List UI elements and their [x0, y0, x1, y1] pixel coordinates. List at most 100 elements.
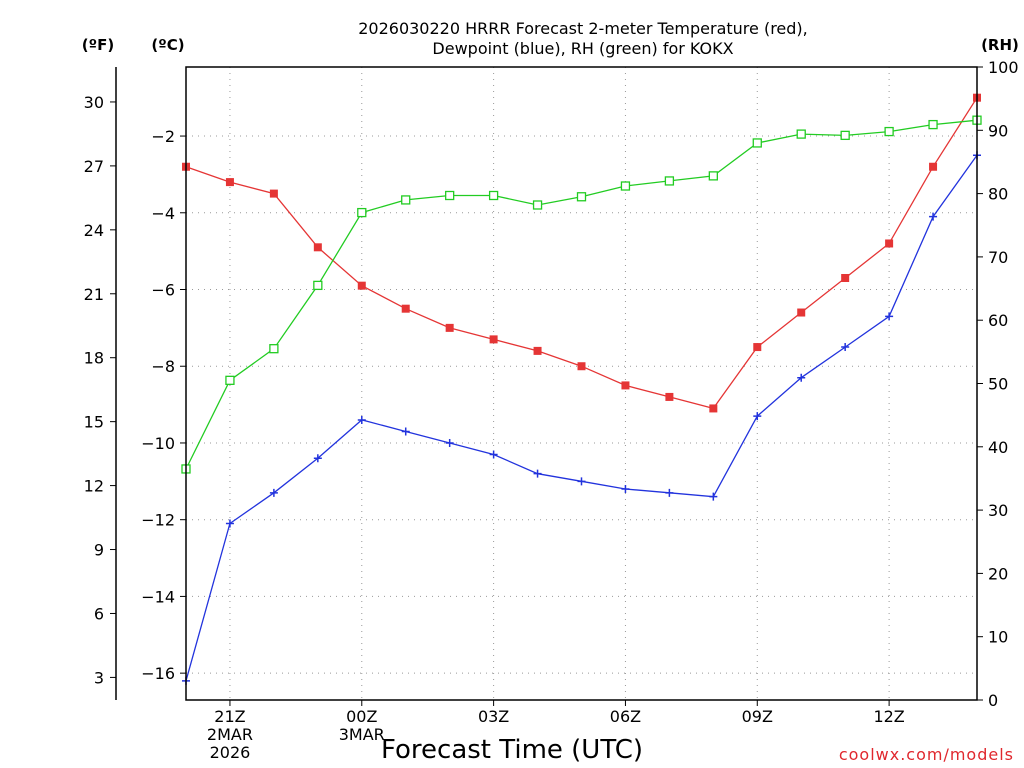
rh-tick-label: 50 [988, 375, 1008, 394]
x-tick-label: 06Z [610, 707, 641, 726]
celsius-tick-label: −16 [141, 664, 175, 683]
temperature-point [357, 281, 366, 290]
rh-point [488, 190, 499, 201]
dewpoint-point [489, 450, 498, 459]
celsius-tick-label: −10 [141, 434, 175, 453]
series-dewpoint [182, 151, 981, 685]
x-tick-label: 03Z [478, 707, 509, 726]
fahrenheit-tick-label: 21 [84, 285, 104, 304]
celsius-tick-label: −8 [151, 357, 175, 376]
temperature-point [489, 335, 498, 344]
temperature-line [185, 97, 978, 410]
rh-point [401, 195, 411, 205]
rh-tick-label: 0 [988, 691, 998, 710]
series-temperature [182, 93, 981, 413]
fahrenheit-tick-label: 6 [94, 604, 104, 623]
rh-tick-label: 60 [988, 311, 1008, 330]
x-tick-year-label: 2026 [210, 743, 251, 762]
celsius-tick-label: −4 [151, 204, 175, 223]
x-tick-label: 12Z [873, 707, 904, 726]
rh-tick-label: 90 [988, 121, 1008, 140]
dewpoint-point [577, 477, 586, 486]
chart-title-line-2: Dewpoint (blue), RH (green) for KOKX [432, 39, 733, 58]
rh-point [532, 200, 543, 210]
x-axis-title: Forecast Time (UTC) [381, 735, 643, 765]
fahrenheit-axis: 30 27 24 21 18 15 12 9 6 3 [84, 67, 117, 700]
x-tick-label: 00Z [346, 707, 377, 726]
temperature-point [225, 178, 234, 187]
x-tick-date-label: 3MAR [339, 725, 385, 744]
rh-point [796, 129, 806, 139]
rh-point [357, 207, 367, 218]
fahrenheit-tick-label: 30 [84, 93, 104, 112]
rh-tick-label: 40 [988, 438, 1008, 457]
fahrenheit-tick-label: 27 [84, 157, 104, 176]
grid-lines [186, 67, 977, 700]
celsius-tick-label: −2 [151, 127, 175, 146]
celsius-axis-unit: (ºC) [151, 36, 184, 54]
dewpoint-point [621, 485, 630, 493]
rh-tick-label: 10 [988, 628, 1008, 647]
fahrenheit-tick-label: 24 [84, 221, 104, 240]
rh-tick-label: 70 [988, 248, 1008, 267]
fahrenheit-tick-label: 15 [84, 413, 104, 432]
dewpoint-point [357, 415, 366, 424]
dewpoint-point [533, 469, 542, 478]
dewpoint-point [269, 488, 278, 497]
rh-point [269, 344, 279, 354]
dewpoint-point [929, 212, 938, 221]
rh-point [752, 138, 762, 148]
rh-point [313, 280, 323, 291]
rh-tick-label: 100 [988, 58, 1019, 77]
rh-point [225, 375, 235, 385]
temperature-point [709, 404, 718, 413]
temperature-point [401, 304, 410, 313]
celsius-tick-label: −14 [141, 587, 175, 606]
dewpoint-point [709, 492, 718, 501]
temperature-point [885, 239, 894, 248]
temperature-point [665, 392, 674, 401]
temperature-point [269, 189, 278, 198]
celsius-tick-label: −6 [151, 281, 175, 300]
fahrenheit-tick-label: 9 [94, 541, 104, 560]
dewpoint-point [445, 438, 454, 447]
temperature-point [929, 162, 938, 171]
chart-title-line-1: 2026030220 HRRR Forecast 2-meter Tempera… [358, 19, 808, 38]
fahrenheit-tick-label: 18 [84, 349, 104, 368]
rh-line [185, 119, 978, 470]
dewpoint-point [885, 312, 894, 321]
rh-axis-unit: (RH) [981, 36, 1019, 54]
dewpoint-point [753, 412, 762, 421]
dewpoint-point [841, 343, 850, 352]
dewpoint-point [401, 427, 410, 436]
x-tick-label: 21Z [214, 707, 245, 726]
celsius-axis: −2 −4 −6 −8 −10 −12 −14 −16 [141, 127, 186, 683]
plot-frame [185, 66, 978, 701]
x-tick-label: 09Z [742, 707, 773, 726]
x-tick-date-label: 2MAR [207, 725, 253, 744]
rh-tick-label: 80 [988, 185, 1008, 204]
dewpoint-line [185, 154, 978, 681]
fahrenheit-tick-label: 12 [84, 477, 104, 496]
rh-tick-label: 20 [988, 564, 1008, 583]
rh-point [576, 192, 587, 202]
dewpoint-point [665, 488, 674, 497]
temperature-point [797, 308, 806, 317]
rh-point [445, 190, 455, 201]
rh-point [884, 126, 894, 137]
rh-point [708, 171, 718, 181]
series-rh [181, 115, 982, 474]
data-series [181, 93, 982, 685]
celsius-tick-label: −12 [141, 511, 175, 530]
temperature-point [577, 362, 586, 371]
rh-point [840, 130, 850, 141]
dewpoint-point [313, 454, 322, 463]
rh-point [928, 119, 938, 130]
dewpoint-point [225, 519, 234, 528]
site-credit: coolwx.com/models [839, 745, 1014, 764]
temperature-point [445, 323, 454, 332]
temperature-point [841, 274, 850, 282]
